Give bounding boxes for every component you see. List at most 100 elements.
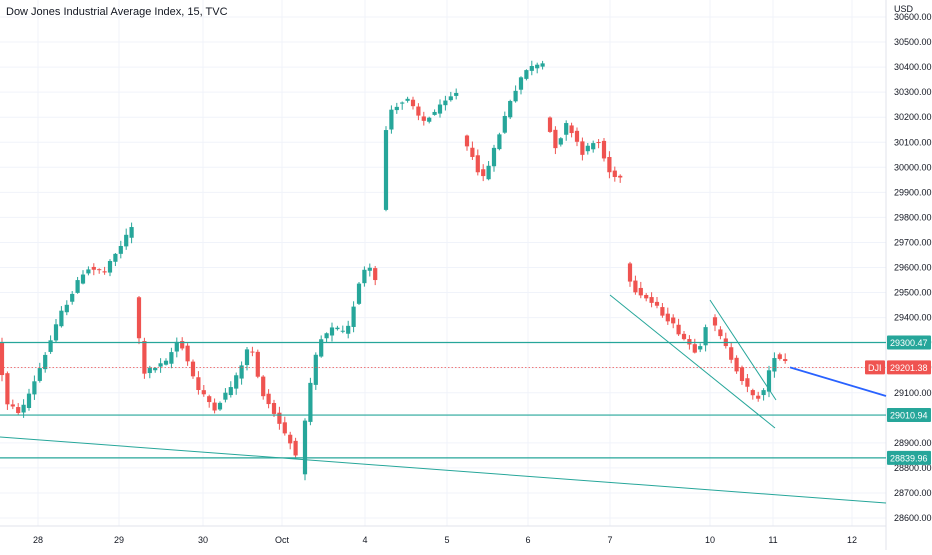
candle-body (627, 263, 633, 282)
candle-body (147, 367, 152, 374)
candle-body (367, 267, 372, 271)
candle-body (558, 138, 563, 145)
y-tick-label: 29600.00 (894, 263, 932, 273)
candle-body (346, 325, 351, 334)
candle-body (687, 339, 692, 345)
candle-body (607, 156, 612, 173)
candle-body (750, 390, 755, 396)
level-tag-label: 29010.94 (890, 411, 928, 421)
y-tick-label: 29400.00 (894, 313, 932, 323)
candle-body (70, 293, 75, 302)
y-tick-label: 29900.00 (894, 187, 932, 197)
candle-body (761, 390, 766, 396)
current-price-label: 29201.38 (890, 363, 928, 373)
candle-body (37, 368, 42, 381)
candle-body (676, 324, 681, 335)
candle-body (362, 269, 367, 284)
candle-body (129, 227, 134, 238)
candle-body (486, 165, 491, 180)
candle-body (783, 359, 788, 362)
y-tick-label: 28600.00 (894, 513, 932, 523)
candle-body (196, 377, 201, 391)
candle-body (766, 370, 772, 392)
candle-body (681, 333, 687, 340)
candle-body (308, 382, 313, 422)
candle-body (239, 365, 244, 379)
candle-body (389, 109, 394, 130)
candle-body (97, 269, 102, 271)
candle-body (153, 367, 158, 371)
candle-body (394, 106, 399, 111)
candle-body (729, 347, 734, 360)
candle-body (0, 341, 5, 376)
candle-body (351, 306, 356, 327)
candle-body (564, 123, 569, 135)
candle-body (174, 341, 179, 352)
level-tag (887, 335, 931, 350)
candle-body (64, 304, 69, 313)
candle-body (454, 92, 459, 96)
candle-body (86, 269, 91, 274)
x-tick-label: 30 (198, 535, 208, 545)
candle-body (475, 155, 480, 173)
x-tick-label: 29 (114, 535, 124, 545)
candle-body (703, 327, 708, 346)
candle-body (201, 390, 206, 395)
y-tick-label: 28700.00 (894, 488, 932, 498)
candle-body (612, 170, 617, 178)
candle-body (277, 412, 282, 424)
candle-body (16, 407, 21, 413)
candle-body (383, 130, 389, 210)
candle-body (91, 266, 96, 270)
candle-body (163, 360, 169, 365)
y-tick-label: 30400.00 (894, 62, 932, 72)
candle-body (43, 354, 48, 370)
candle-body (432, 111, 437, 115)
candle-body (448, 96, 453, 101)
chart-title: Dow Jones Industrial Average Index, 15, … (6, 6, 228, 18)
candle-body (373, 268, 378, 281)
candle-body (698, 346, 703, 350)
candle-body (26, 393, 32, 408)
candle-body (234, 375, 239, 389)
candle-body (21, 404, 26, 413)
candle-body (638, 287, 643, 296)
candle-body (185, 345, 190, 362)
candle-body (739, 367, 745, 382)
candle-body (491, 147, 497, 167)
level-tag-label: 28839.96 (890, 453, 928, 463)
y-tick-label: 30300.00 (894, 87, 932, 97)
candle-body (75, 280, 80, 293)
candle-body (481, 169, 486, 177)
channel-upper-line (709, 299, 777, 401)
candle-body (654, 301, 660, 306)
y-tick-label: 30000.00 (894, 162, 932, 172)
x-tick-label: 4 (362, 535, 367, 545)
candle-body (443, 100, 448, 106)
level-tag (887, 408, 931, 423)
candle-body (464, 135, 470, 147)
x-tick-label: 10 (705, 535, 715, 545)
candle-body (329, 327, 335, 336)
symbol-tag-label: DJI (868, 363, 882, 373)
candle-body (712, 317, 718, 326)
candle-body (772, 358, 777, 372)
symbol-tag (865, 360, 885, 375)
candle-body (649, 297, 654, 303)
candle-body (319, 339, 324, 357)
y-tick-label: 30200.00 (894, 112, 932, 122)
candle-body (5, 373, 10, 405)
candle-body (356, 283, 362, 304)
candle-body (124, 234, 129, 247)
candle-body (340, 330, 345, 332)
candle-body (553, 129, 558, 149)
candle-body (271, 403, 277, 414)
candle-body (529, 66, 534, 71)
candle-body (102, 271, 107, 273)
candle-body (293, 440, 298, 456)
candle-body (671, 317, 676, 324)
candle-body (113, 253, 118, 262)
x-tick-label: 12 (847, 535, 857, 545)
